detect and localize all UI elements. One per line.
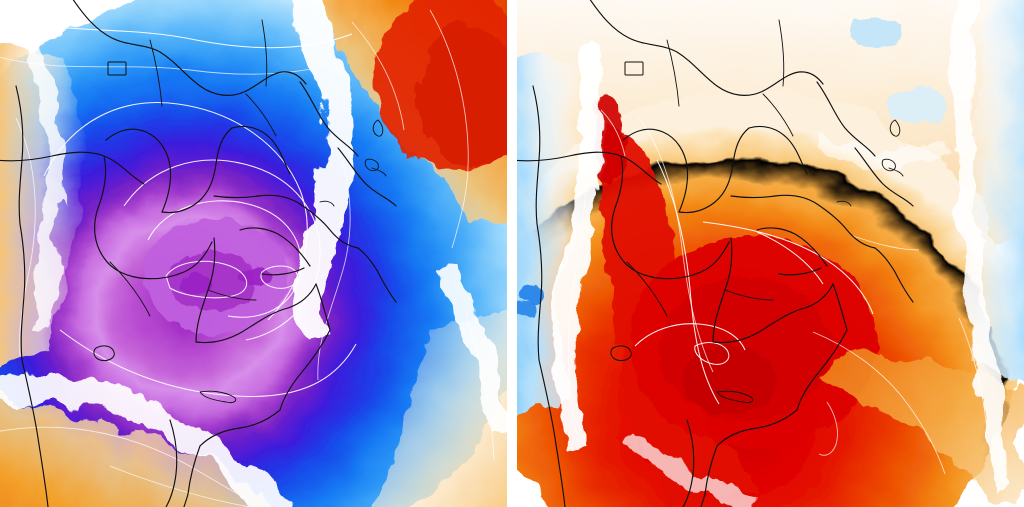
cold-anomaly-contours	[0, 0, 507, 507]
panel-gutter	[507, 0, 517, 507]
warm-anomaly-field	[517, 0, 1024, 507]
cold-anomaly-map-panel[interactable]	[0, 0, 507, 507]
cold-map-geography	[0, 0, 507, 507]
warm-anomaly-map-panel[interactable]	[517, 0, 1024, 507]
warm-map-geography	[517, 0, 1024, 507]
cold-anomaly-field	[0, 0, 507, 507]
warm-anomaly-contours	[517, 0, 1024, 507]
